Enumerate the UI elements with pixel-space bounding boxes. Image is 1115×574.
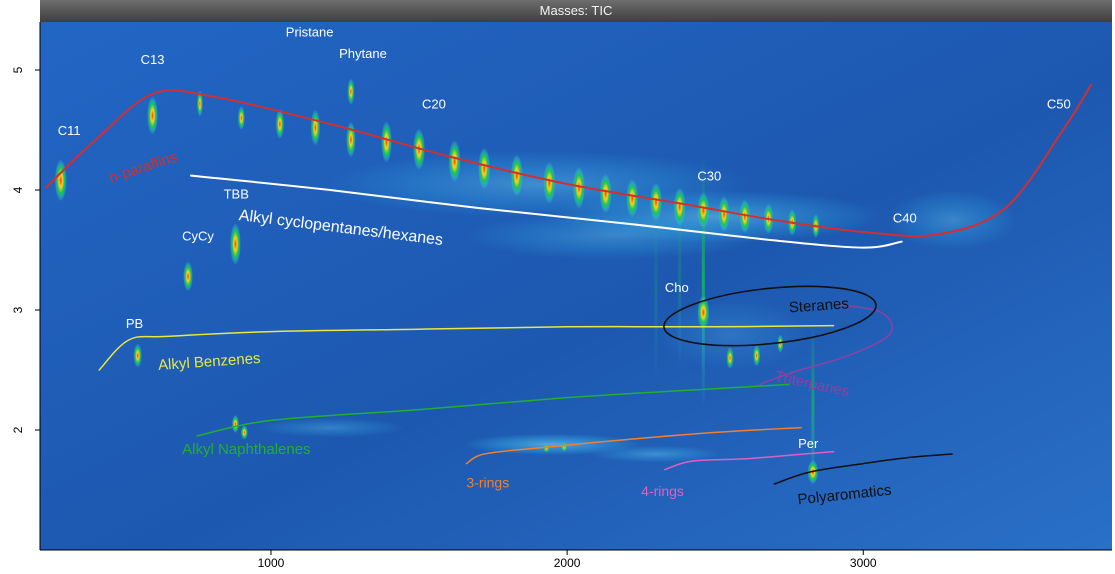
- annotation-label-17: Alkyl Naphthalenes: [182, 441, 310, 458]
- signal-streak-2: [678, 190, 682, 370]
- trend-curve-2: [98, 324, 835, 371]
- annotation-label-2: Pristane: [286, 24, 334, 39]
- peak-10: [310, 109, 321, 146]
- peak-19: [572, 166, 585, 209]
- annotation-label-10: C40: [893, 210, 917, 225]
- peak-8: [237, 106, 245, 130]
- peak-13: [381, 121, 392, 163]
- peak-36: [561, 442, 568, 452]
- plot-background: [40, 22, 1112, 550]
- y-tick-label-3: 5: [11, 66, 25, 73]
- peak-5: [231, 415, 240, 433]
- peak-2: [183, 261, 193, 292]
- trend-curve-4: [465, 426, 802, 465]
- peak-15: [448, 140, 461, 183]
- annotation-label-18: Per: [798, 436, 819, 451]
- trend-curve-5: [664, 450, 835, 471]
- peak-25: [718, 196, 730, 232]
- peak-33: [777, 334, 784, 353]
- trend-curve-3: [196, 383, 790, 437]
- peak-9: [275, 109, 285, 139]
- peak-7: [133, 343, 142, 368]
- peak-26: [739, 199, 751, 234]
- peak-17: [510, 154, 523, 197]
- annotation-label-12: Cho: [665, 280, 689, 295]
- signal-blob-3: [886, 190, 1018, 250]
- x-tick-label-1: 2000: [554, 556, 581, 570]
- x-tick-label-0: 1000: [258, 556, 285, 570]
- chart-title: Masses: TIC: [40, 0, 1112, 22]
- signal-blob-6: [256, 418, 405, 438]
- trend-curve-1: [190, 174, 903, 249]
- peak-6: [240, 425, 248, 440]
- peak-35: [543, 443, 550, 453]
- annotation-label-3: Phytane: [339, 46, 387, 61]
- trend-curve-7: [758, 303, 893, 386]
- annotation-label-7: CyCy: [182, 228, 214, 243]
- peak-21: [626, 179, 639, 218]
- signal-blob-5: [590, 445, 722, 463]
- peak-12: [347, 78, 355, 105]
- annotation-label-0: C11: [58, 123, 81, 138]
- annotation-label-20: 4-rings: [641, 483, 684, 499]
- y-tick-label-1: 3: [11, 306, 25, 313]
- peak-20: [599, 173, 612, 214]
- peak-32: [753, 344, 761, 367]
- annotation-label-19: 3-rings: [466, 475, 509, 491]
- peak-3: [196, 90, 203, 117]
- annotation-label-4: C20: [422, 96, 446, 111]
- peak-24: [697, 192, 710, 229]
- peak-11: [346, 121, 356, 158]
- peak-16: [478, 147, 491, 190]
- annotation-label-9: C30: [697, 168, 721, 183]
- annotation-label-1: C13: [141, 52, 165, 67]
- signal-streak-1: [811, 322, 815, 490]
- annotation-label-11: C50: [1047, 96, 1071, 111]
- signal-blob-7: [652, 298, 807, 370]
- y-tick-label-2: 4: [11, 186, 25, 193]
- peak-0: [54, 159, 67, 202]
- trend-curve-0: [44, 83, 1093, 238]
- signal-streak-3: [654, 202, 658, 382]
- peak-1: [147, 96, 158, 135]
- signal-blob-4: [463, 433, 642, 456]
- peak-31: [726, 347, 734, 369]
- peak-4: [230, 223, 241, 265]
- annotation-label-14: PB: [126, 316, 143, 331]
- trend-curve-6: [773, 453, 953, 485]
- steranes-ellipse: [663, 285, 877, 347]
- annotation-label-6: TBB: [224, 186, 249, 201]
- peak-30: [697, 295, 710, 330]
- x-tick-label-2: 3000: [850, 556, 877, 570]
- annotation-label-13: Steranes: [788, 295, 849, 316]
- peak-23: [673, 187, 686, 226]
- y-tick-label-0: 2: [11, 426, 25, 433]
- signal-streak-0: [701, 154, 705, 406]
- signal-blob-2: [463, 211, 760, 260]
- peak-22: [649, 182, 662, 222]
- peak-18: [543, 161, 556, 204]
